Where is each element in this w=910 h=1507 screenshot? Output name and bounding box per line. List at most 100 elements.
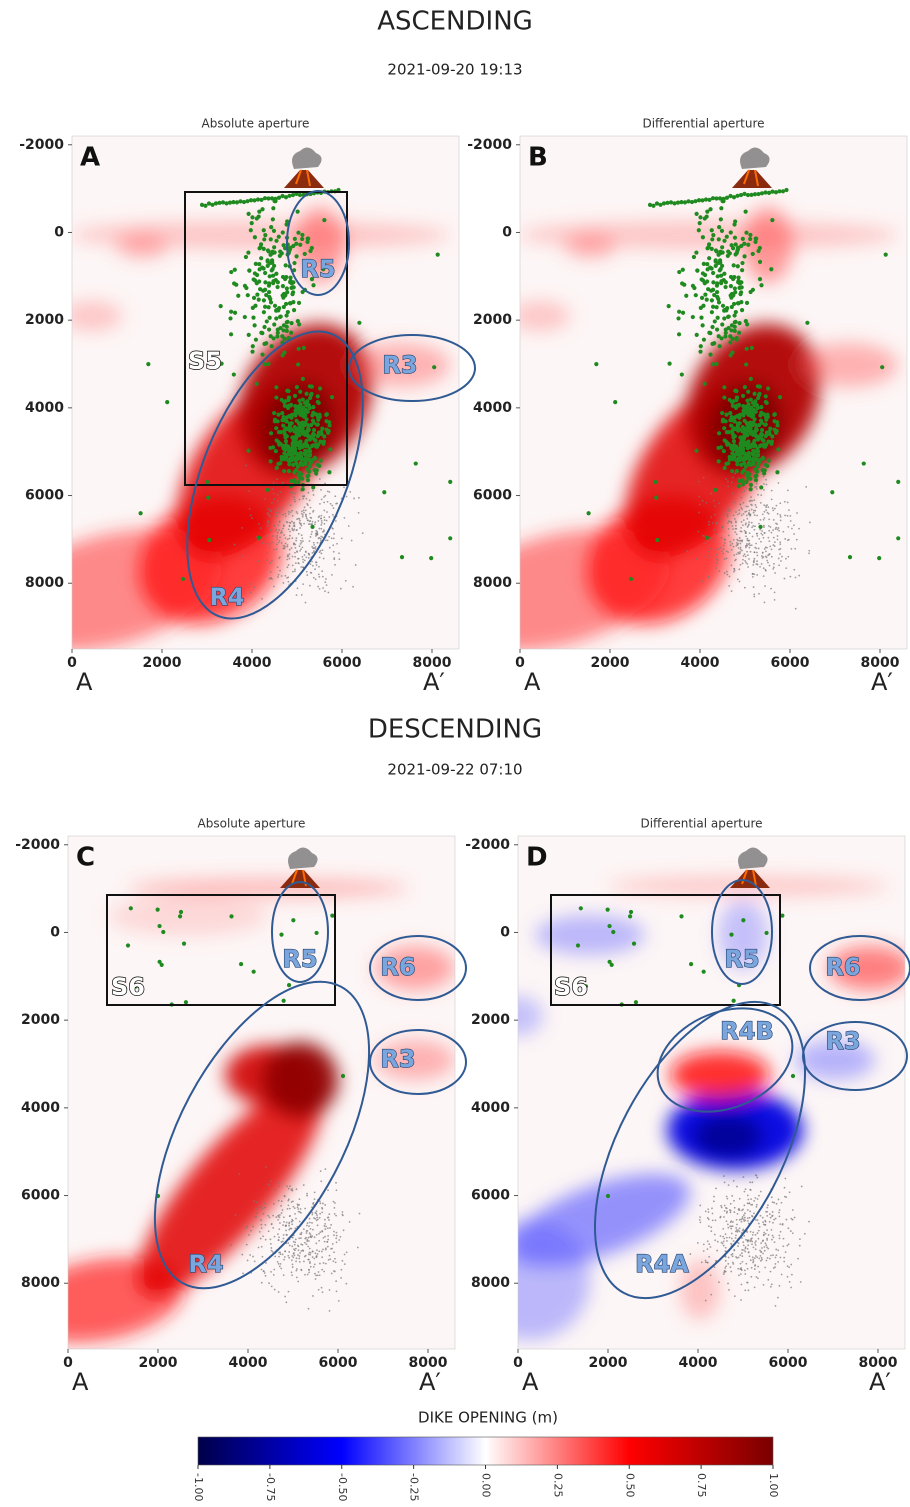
event-dot [763,1224,765,1226]
event-dot [722,1236,724,1238]
event-dot [298,1237,300,1239]
seismic-dot [717,459,721,463]
event-dot [699,1216,701,1218]
event-dot [723,1245,725,1247]
event-dot [766,1260,768,1262]
event-dot [708,1225,710,1227]
colorbar-tick-label: -0.75 [264,1473,277,1501]
seismic-dot [662,201,666,205]
seismic-dot [745,322,749,326]
event-dot [784,1178,786,1180]
event-dot [753,1246,755,1248]
heat-blob [743,207,793,283]
event-dot [315,546,317,548]
seismic-dot [284,263,288,267]
event-dot [321,1269,323,1271]
event-dot [306,518,308,520]
event-dot [316,534,318,536]
event-dot [794,548,796,550]
seismic-dot [730,469,734,473]
event-dot [314,1263,316,1265]
event-dot [719,1217,721,1219]
event-dot [296,529,298,531]
event-dot [787,526,789,528]
event-dot [787,489,789,491]
event-dot [292,1190,294,1192]
event-dot [322,1203,324,1205]
seismic-dot [576,943,580,947]
seismic-dot [877,556,881,560]
event-dot [251,517,253,519]
event-dot [799,1238,801,1240]
event-dot [742,1216,744,1218]
event-dot [786,1245,788,1247]
event-dot [763,483,765,485]
seismic-dot [726,461,730,465]
seismic-dot [284,439,288,443]
event-dot [752,1259,754,1261]
seismic-dot [744,452,748,456]
event-dot [357,1247,359,1249]
event-dot [772,509,774,511]
x-tick-label: 6000 [769,1355,808,1371]
seismic-dot [750,346,754,350]
event-dot [295,1239,297,1241]
event-dot [725,1260,727,1262]
event-dot [788,1243,790,1245]
event-dot [285,537,287,539]
event-dot [776,1203,778,1205]
event-dot [724,1182,726,1184]
event-dot [283,545,285,547]
event-dot [340,1236,342,1238]
event-dot [767,512,769,514]
event-dot [306,574,308,576]
event-dot [757,1277,759,1279]
event-dot [279,1222,281,1224]
event-dot [751,504,753,506]
event-dot [327,501,329,503]
seismic-dot [705,297,709,301]
seismic-dot [300,477,304,481]
event-dot [777,1261,779,1263]
event-dot [277,1233,279,1235]
event-dot [710,492,712,494]
seismic-dot [729,446,733,450]
event-dot [313,542,315,544]
event-dot [269,510,271,512]
event-dot [285,1230,287,1232]
seismic-dot [740,261,744,265]
seismic-dot [719,206,723,210]
event-dot [269,1216,271,1218]
event-dot [278,511,280,513]
event-dot [715,1219,717,1221]
event-dot [298,558,300,560]
event-dot [735,1237,737,1239]
seismic-dot [726,250,730,254]
event-dot [707,1248,709,1250]
event-dot [296,1268,298,1270]
event-dot [733,1200,735,1202]
seismic-dot [756,449,760,453]
seismic-dot [716,253,720,257]
heat-blob [510,301,570,331]
event-dot [775,1263,777,1265]
seismic-dot [272,245,276,249]
region-label: R4A [635,1250,689,1278]
seismic-dot [257,210,261,214]
event-dot [749,1181,751,1183]
seismic-dot [281,423,285,427]
event-dot [756,1175,758,1177]
event-dot [734,1207,736,1209]
event-dot [721,550,723,552]
event-dot [740,1299,742,1301]
seismic-dot [754,429,758,433]
event-dot [294,570,296,572]
event-dot [336,543,338,545]
event-dot [278,1236,280,1238]
event-dot [320,1202,322,1204]
x-tick-label: 4000 [229,1355,268,1371]
event-dot [752,564,754,566]
seismic-dot [233,311,237,315]
event-dot [311,546,313,548]
seismic-dot [242,200,246,204]
